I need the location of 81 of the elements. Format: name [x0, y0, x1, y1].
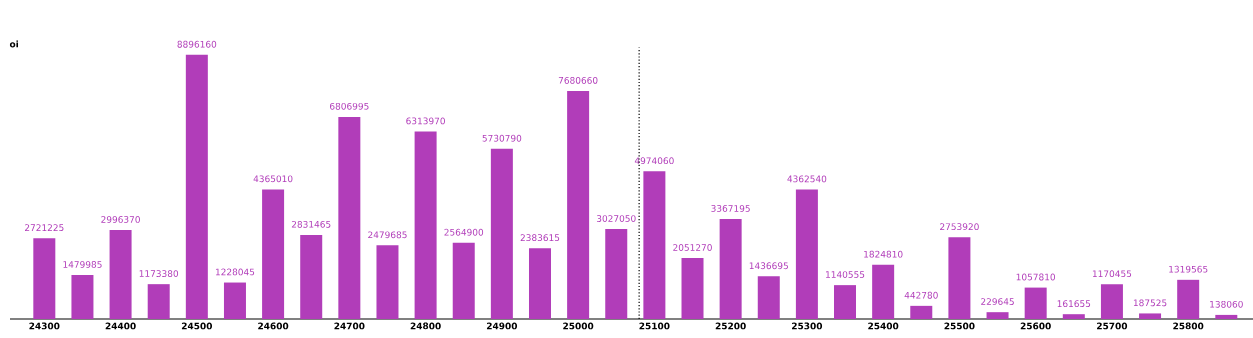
x-tick-label: 24300 — [29, 322, 60, 330]
x-tick-label: 25400 — [868, 322, 899, 330]
bar — [223, 282, 246, 319]
bar — [1062, 314, 1085, 319]
y-axis-title: oi — [9, 40, 19, 48]
data-label: 1228045 — [215, 268, 255, 276]
x-tick-label: 25300 — [792, 322, 823, 330]
x-tick-label: 25800 — [1173, 322, 1204, 330]
x-tick-label: 24700 — [334, 322, 365, 330]
data-label: 6806995 — [330, 102, 369, 110]
bar — [795, 189, 818, 319]
data-label: 1057810 — [1016, 273, 1056, 281]
data-label: 3027050 — [596, 215, 636, 222]
data-label: 138060 — [1210, 300, 1243, 308]
bar — [681, 258, 704, 319]
data-label: 3367195 — [711, 205, 750, 212]
data-label: 1173380 — [139, 270, 179, 277]
data-label: 2383615 — [520, 234, 560, 242]
x-tick-label: 25200 — [715, 322, 746, 330]
bar — [757, 276, 780, 319]
x-tick-label: 24900 — [486, 322, 518, 330]
x-tick-label: 24800 — [410, 322, 441, 330]
x-tick-label: 25500 — [944, 322, 975, 330]
bar — [262, 189, 285, 319]
data-label: 2479685 — [368, 231, 407, 239]
bar — [986, 312, 1009, 319]
data-label: 161655 — [1057, 300, 1091, 307]
data-label: 1319565 — [1169, 265, 1208, 273]
data-label: 2753920 — [940, 223, 979, 231]
data-label: 2721225 — [25, 224, 64, 231]
data-label: 2051270 — [673, 244, 712, 251]
bar — [1177, 279, 1200, 319]
bar — [1215, 314, 1238, 319]
bar — [71, 275, 94, 319]
data-label: 6313970 — [406, 117, 445, 125]
bar — [872, 264, 895, 319]
bar — [605, 229, 628, 319]
data-label: 1436695 — [749, 262, 788, 270]
data-label: 2564900 — [444, 228, 484, 236]
bar — [1139, 313, 1162, 319]
bar — [643, 171, 666, 319]
data-label: 442780 — [904, 291, 938, 299]
x-tick-label: 25100 — [639, 322, 670, 330]
bar — [109, 230, 132, 319]
data-label: 8896160 — [177, 40, 217, 48]
bar — [834, 285, 857, 319]
x-tick-label: 25700 — [1097, 322, 1128, 330]
x-tick-label: 25600 — [1020, 322, 1051, 330]
bar — [948, 237, 971, 319]
data-label: 4362540 — [787, 175, 827, 183]
x-tick-label: 25000 — [563, 322, 594, 330]
bar — [1024, 287, 1047, 319]
x-tick-label: 24500 — [181, 322, 213, 330]
data-label: 1140555 — [826, 271, 865, 278]
bar — [300, 234, 323, 319]
bar — [376, 245, 399, 319]
bar — [414, 131, 437, 319]
data-label: 1824810 — [864, 250, 903, 258]
bar — [185, 54, 208, 319]
bar — [147, 284, 170, 319]
data-label: 1479985 — [63, 261, 102, 268]
x-tick-label: 24600 — [258, 322, 289, 330]
data-label: 4974060 — [634, 157, 674, 165]
data-label: 4365010 — [253, 175, 293, 183]
data-label: 1170455 — [1092, 270, 1132, 278]
x-tick-label: 24400 — [105, 322, 136, 330]
data-label: 2996370 — [101, 216, 140, 223]
bar — [338, 116, 361, 319]
bar — [719, 219, 742, 319]
data-label: 187525 — [1133, 299, 1167, 307]
bar — [567, 90, 590, 319]
data-label: 5730790 — [482, 134, 522, 142]
bar — [528, 248, 551, 319]
bar — [452, 242, 475, 319]
bar — [33, 238, 56, 319]
bar — [910, 305, 933, 319]
bar — [490, 148, 513, 319]
data-label: 229645 — [981, 298, 1014, 305]
data-label: 2831465 — [291, 220, 331, 228]
bar — [1100, 284, 1123, 319]
data-label: 7680660 — [558, 76, 598, 84]
